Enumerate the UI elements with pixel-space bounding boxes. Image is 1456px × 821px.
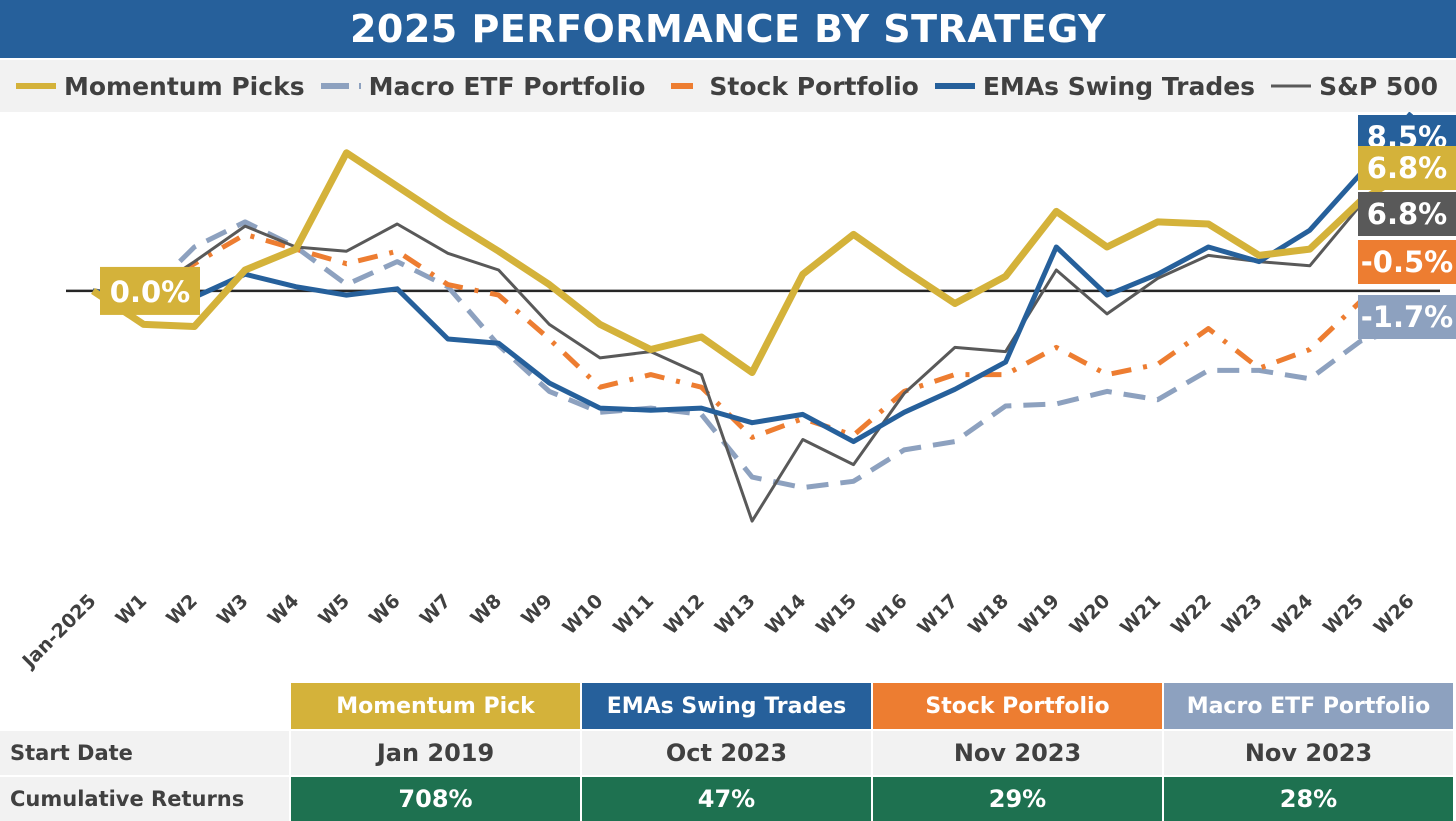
legend-swatch-macro (319, 79, 363, 93)
header-momentum: Momentum Pick (291, 683, 582, 729)
legend-label: EMAs Swing Trades (983, 72, 1255, 101)
start-value-label: 0.0% (100, 267, 200, 315)
return-ema: 47% (582, 775, 873, 821)
legend-swatch-stock (659, 79, 703, 93)
return-stock: 29% (873, 775, 1164, 821)
legend-item-momentum: Momentum Picks (14, 72, 305, 101)
x-tick-label: W18 (964, 590, 1013, 639)
start-value-text: 0.0% (110, 275, 190, 309)
legend-swatch-momentum (14, 79, 58, 93)
x-tick-label: W3 (213, 590, 253, 630)
x-tick-label: W6 (365, 590, 405, 630)
x-tick-label: W11 (609, 590, 658, 639)
x-tick-label: W2 (162, 590, 202, 630)
end-value-label-stock: -0.5% (1358, 240, 1456, 284)
series-line-sp500 (93, 149, 1411, 521)
series-line-ema (93, 113, 1411, 442)
x-tick-label: W4 (264, 590, 304, 630)
legend-item-ema: EMAs Swing Trades (933, 72, 1255, 101)
x-tick-label: W16 (863, 590, 912, 639)
end-value-label-macro: -1.7% (1358, 295, 1456, 339)
x-tick-label: W20 (1065, 590, 1114, 639)
legend-item-stock: Stock Portfolio (659, 72, 918, 101)
start-date-stock: Nov 2023 (873, 729, 1164, 775)
series-line-stock (93, 234, 1411, 437)
legend-item-macro: Macro ETF Portfolio (319, 72, 646, 101)
x-tick-label: W17 (913, 590, 962, 639)
table-row: Start Date Jan 2019 Oct 2023 Nov 2023 No… (0, 729, 1456, 775)
end-value-label-sp500: 6.8% (1358, 192, 1456, 236)
x-tick-label: W23 (1218, 590, 1267, 639)
legend-label: Stock Portfolio (709, 72, 918, 101)
return-macro: 28% (1164, 775, 1455, 821)
x-tick-label: W24 (1268, 590, 1317, 639)
end-value-text-momentum: 6.8% (1367, 151, 1447, 185)
strategy-table: Momentum Pick EMAs Swing Trades Stock Po… (0, 683, 1456, 821)
x-tick-label: W5 (314, 590, 354, 630)
legend-label: Macro ETF Portfolio (369, 72, 646, 101)
header-ema: EMAs Swing Trades (582, 683, 873, 729)
series-line-momentum (93, 153, 1411, 373)
start-date-momentum: Jan 2019 (291, 729, 582, 775)
x-tick-label: W7 (416, 590, 456, 630)
chart-title: 2025 PERFORMANCE BY STRATEGY (0, 0, 1456, 58)
x-tick-label: W19 (1015, 590, 1064, 639)
x-tick-label: W22 (1167, 590, 1216, 639)
legend-label: Momentum Picks (64, 72, 305, 101)
x-tick-label: W25 (1319, 590, 1368, 639)
start-date-macro: Nov 2023 (1164, 729, 1455, 775)
x-tick-label: W9 (517, 590, 557, 630)
table-corner (0, 683, 291, 729)
end-value-text-stock: -0.5% (1361, 245, 1453, 279)
end-value-label-momentum: 6.8% (1358, 146, 1456, 190)
x-tick-label: Jan-2025 (17, 590, 101, 674)
x-tick-label: W13 (711, 590, 760, 639)
legend-item-sp500: S&P 500 (1269, 72, 1438, 101)
header-stock: Stock Portfolio (873, 683, 1164, 729)
x-tick-label: W21 (1116, 590, 1165, 639)
legend-label: S&P 500 (1319, 72, 1438, 101)
x-tick-label: W26 (1370, 590, 1419, 639)
start-date-ema: Oct 2023 (582, 729, 873, 775)
legend-swatch-sp500 (1269, 79, 1313, 93)
x-tick-label: W8 (466, 590, 506, 630)
series-line-macro (93, 222, 1411, 488)
row-label-start-date: Start Date (0, 729, 291, 775)
end-value-text-sp500: 6.8% (1367, 197, 1447, 231)
x-tick-label: W10 (558, 590, 607, 639)
end-value-text-macro: -1.7% (1361, 300, 1453, 334)
x-tick-label: W14 (761, 590, 810, 639)
x-tick-label: W1 (112, 590, 152, 630)
return-momentum: 708% (291, 775, 582, 821)
table-header-row: Momentum Pick EMAs Swing Trades Stock Po… (0, 683, 1456, 729)
row-label-cumulative-returns: Cumulative Returns (0, 775, 291, 821)
x-tick-label: W12 (660, 590, 709, 639)
legend-swatch-ema (933, 79, 977, 93)
table-row: Cumulative Returns 708% 47% 29% 28% (0, 775, 1456, 821)
header-macro: Macro ETF Portfolio (1164, 683, 1455, 729)
x-tick-label: W15 (812, 590, 861, 639)
chart-legend: Momentum Picks Macro ETF Portfolio Stock P… (0, 60, 1456, 112)
